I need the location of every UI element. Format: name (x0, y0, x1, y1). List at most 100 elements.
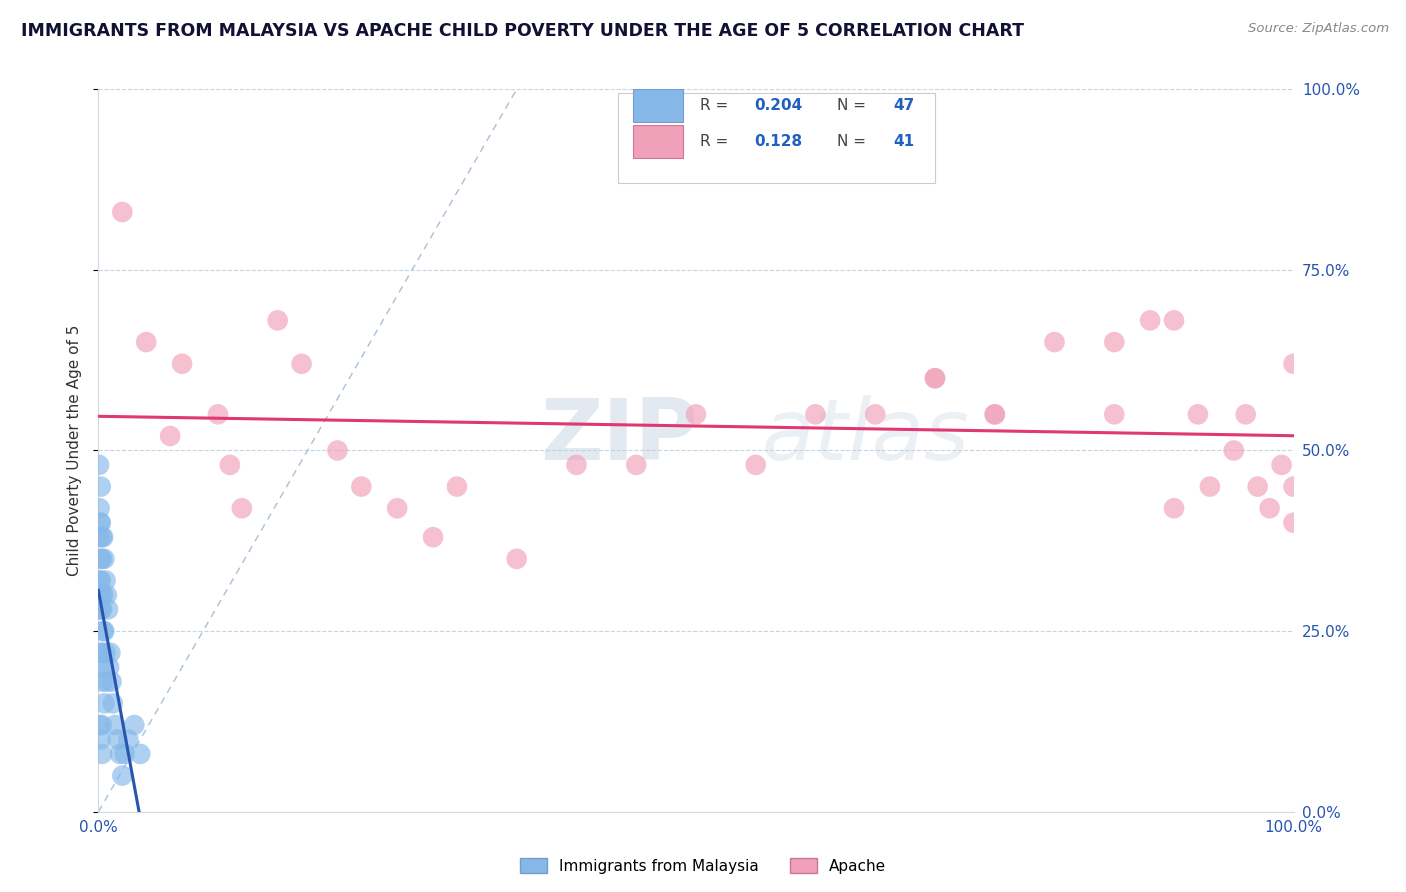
Point (1043, 334, 1066, 349)
Point (1139, 313, 1161, 327)
Point (159, 429, 181, 443)
FancyBboxPatch shape (619, 93, 935, 183)
Point (124, 718, 146, 732)
Bar (633, 89, 683, 121)
Point (91, 588, 114, 602)
Point (91, 530, 114, 544)
Point (1104, 407, 1126, 421)
Point (108, 747, 131, 761)
Point (96, 674, 118, 689)
Point (1163, 313, 1185, 327)
Point (90, 516, 112, 530)
Point (104, 718, 127, 732)
Point (565, 458, 588, 472)
Point (1104, 334, 1126, 349)
Point (1282, 516, 1305, 530)
Point (91, 588, 114, 602)
Point (90, 646, 112, 660)
Point (111, 769, 134, 783)
Point (1234, 407, 1257, 421)
Point (89, 718, 111, 732)
Point (93, 551, 115, 566)
Point (865, 407, 887, 421)
Text: Source: ZipAtlas.com: Source: ZipAtlas.com (1249, 22, 1389, 36)
Point (207, 407, 229, 421)
Point (685, 407, 707, 421)
Point (924, 371, 946, 385)
Point (350, 480, 373, 494)
Point (107, 732, 129, 747)
Point (446, 480, 468, 494)
Point (626, 458, 648, 472)
Point (89, 530, 111, 544)
Point (111, 205, 134, 219)
Point (91, 530, 114, 544)
Point (98, 660, 121, 674)
Point (984, 407, 1007, 421)
Text: 41: 41 (893, 134, 914, 149)
Legend: Immigrants from Malaysia, Apache: Immigrants from Malaysia, Apache (513, 852, 893, 880)
Point (1247, 480, 1270, 494)
Text: R =: R = (700, 98, 733, 113)
Point (385, 501, 409, 516)
Point (291, 357, 314, 371)
Point (1271, 458, 1294, 472)
Point (87, 458, 110, 472)
Point (94, 646, 117, 660)
Point (745, 458, 768, 472)
Point (98, 646, 122, 660)
Point (1187, 407, 1209, 421)
Point (101, 696, 124, 710)
Point (924, 371, 946, 385)
Point (326, 443, 349, 458)
Point (91, 624, 114, 639)
Bar (633, 125, 683, 158)
Point (89, 602, 111, 616)
Point (89, 588, 111, 602)
Point (1223, 443, 1246, 458)
Text: N =: N = (837, 98, 870, 113)
Point (135, 334, 157, 349)
Text: atlas: atlas (762, 394, 970, 477)
Point (267, 313, 290, 327)
Text: IMMIGRANTS FROM MALAYSIA VS APACHE CHILD POVERTY UNDER THE AGE OF 5 CORRELATION : IMMIGRANTS FROM MALAYSIA VS APACHE CHILD… (21, 22, 1024, 40)
Point (91, 602, 114, 616)
Point (129, 747, 152, 761)
Text: 47: 47 (893, 98, 914, 113)
Point (231, 501, 253, 516)
Point (90, 551, 112, 566)
Point (219, 458, 242, 472)
Text: 0.204: 0.204 (755, 98, 803, 113)
Text: ZIP: ZIP (541, 394, 699, 477)
Point (804, 407, 827, 421)
Point (97, 602, 120, 616)
Text: R =: R = (700, 134, 733, 149)
Point (94, 574, 117, 588)
Point (91, 551, 114, 566)
Point (506, 551, 529, 566)
Text: 0.128: 0.128 (755, 134, 803, 149)
Point (91, 747, 114, 761)
Point (1163, 501, 1185, 516)
Point (91, 674, 114, 689)
Point (172, 357, 194, 371)
Point (1199, 480, 1222, 494)
Text: N =: N = (837, 134, 870, 149)
Point (1282, 480, 1305, 494)
Point (1258, 501, 1281, 516)
Point (984, 407, 1007, 421)
Point (90, 602, 112, 616)
Point (91, 660, 114, 674)
Point (90, 732, 112, 747)
Point (89, 516, 111, 530)
Point (100, 674, 122, 689)
Point (91, 718, 114, 732)
Point (91, 646, 114, 660)
Point (93, 696, 115, 710)
Point (90, 574, 112, 588)
Point (117, 732, 139, 747)
Y-axis label: Child Poverty Under the Age of 5: Child Poverty Under the Age of 5 (67, 325, 83, 576)
Point (89, 574, 111, 588)
Point (114, 747, 136, 761)
Point (422, 530, 444, 544)
